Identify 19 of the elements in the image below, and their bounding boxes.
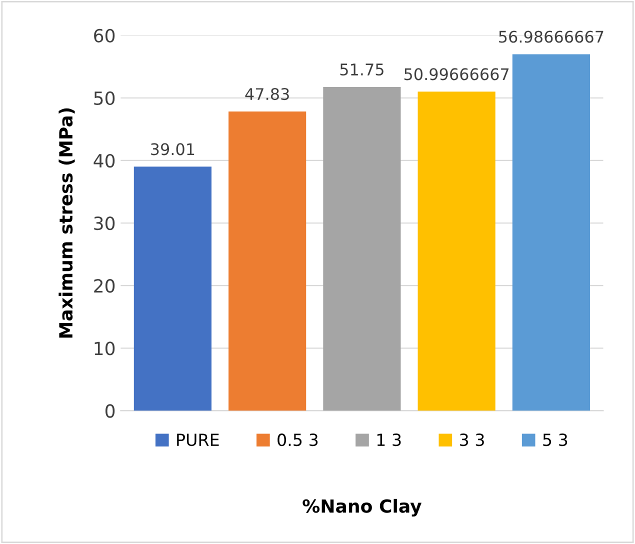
y-tick-label: 60 [94, 28, 115, 42]
y-tick-label: 30 [94, 216, 115, 230]
y-tick-label: 40 [94, 154, 115, 168]
legend-label: 3 3 [460, 434, 484, 446]
legend-label: 5 3 [543, 434, 568, 446]
y-tick-label: 10 [94, 342, 115, 356]
data-label: 39.01 [151, 143, 194, 156]
data-label: 50.99666667 [404, 68, 509, 80]
x-axis-title: %Nano Clay [302, 498, 422, 517]
data-label: 51.75 [340, 64, 384, 76]
data-label: 56.98666667 [499, 30, 604, 43]
legend-label: PURE [177, 434, 219, 446]
legend-label: 1 3 [377, 434, 401, 446]
y-tick-label: 50 [94, 91, 115, 106]
y-tick-label: 0 [105, 404, 115, 418]
y-tick-label: 20 [94, 279, 115, 293]
y-axis-title: Maximum stress (MPa) [58, 108, 75, 338]
legend-label: 0.5 3 [278, 434, 318, 446]
data-label: 47.83 [245, 88, 289, 100]
